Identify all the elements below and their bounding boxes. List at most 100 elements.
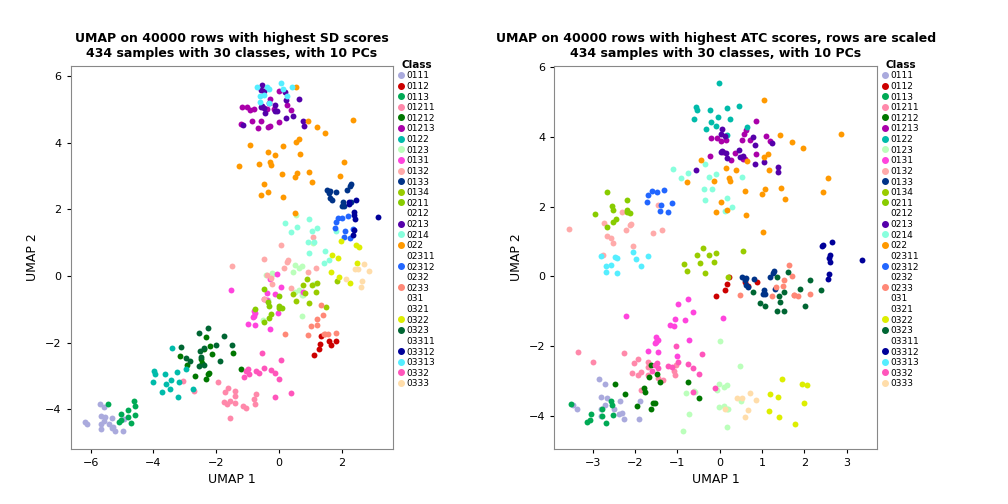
Point <box>259 296 275 304</box>
Point <box>769 393 785 401</box>
Legend: 0111, 0112, 0113, 01211, 01212, 01213, 0122, 0123, 0131, 0132, 0133, 0134, 0211,: 0111, 0112, 0113, 01211, 01212, 01213, 0… <box>396 58 436 390</box>
Point <box>719 104 735 112</box>
Point <box>93 412 109 420</box>
Point <box>697 269 713 277</box>
Point <box>716 402 732 410</box>
Point <box>101 401 117 409</box>
Title: UMAP on 40000 rows with highest SD scores
434 samples with 30 classes, with 10 P: UMAP on 40000 rows with highest SD score… <box>75 32 389 60</box>
Point <box>626 359 642 367</box>
Point <box>250 124 266 132</box>
Point <box>777 195 793 203</box>
Point <box>288 83 304 91</box>
Point <box>762 137 778 145</box>
Point <box>303 227 320 235</box>
Point <box>116 415 132 423</box>
Point <box>280 257 296 265</box>
Point <box>631 415 647 423</box>
Point <box>747 141 763 149</box>
Point <box>749 278 765 286</box>
Point <box>240 365 256 373</box>
Point <box>123 418 139 426</box>
Point <box>758 132 774 140</box>
Point <box>735 152 751 160</box>
Point <box>696 244 712 253</box>
Point <box>271 302 287 310</box>
Point <box>342 182 358 191</box>
Point <box>224 286 240 294</box>
Point <box>650 374 666 382</box>
Point <box>691 369 708 377</box>
Point <box>337 232 353 240</box>
Point <box>718 164 734 172</box>
Point <box>328 337 344 345</box>
Point <box>648 338 664 346</box>
Point <box>783 138 799 146</box>
Point <box>720 381 736 389</box>
Point <box>321 189 337 197</box>
Point <box>145 378 161 386</box>
Point <box>265 270 281 278</box>
Point <box>740 282 756 290</box>
Point <box>287 261 303 269</box>
Point <box>701 173 717 181</box>
Point <box>732 291 748 299</box>
Point <box>593 412 609 420</box>
Point <box>256 256 272 264</box>
Point <box>710 113 726 121</box>
Point <box>688 106 705 114</box>
Point <box>257 109 273 117</box>
Point <box>633 386 649 394</box>
Point <box>757 302 773 310</box>
Point <box>260 123 276 131</box>
Point <box>251 160 267 168</box>
Point <box>271 375 287 383</box>
Point <box>216 332 232 340</box>
Point <box>802 276 818 284</box>
Point <box>823 258 839 266</box>
Point <box>628 255 644 263</box>
Point <box>200 370 216 378</box>
Point <box>267 290 283 298</box>
Point <box>291 150 307 158</box>
Point <box>679 295 696 303</box>
Point <box>619 207 635 215</box>
Point <box>169 368 185 376</box>
Point <box>667 342 683 350</box>
Point <box>694 350 710 358</box>
Point <box>771 413 787 421</box>
X-axis label: UMAP 1: UMAP 1 <box>691 473 740 486</box>
Point <box>614 208 630 216</box>
Point <box>261 313 277 322</box>
Point <box>591 375 607 384</box>
Point <box>316 259 332 267</box>
Point <box>278 92 294 100</box>
Point <box>764 139 780 147</box>
Point <box>169 393 185 401</box>
Point <box>616 415 632 423</box>
Point <box>353 283 369 291</box>
Point <box>748 117 764 125</box>
Point <box>346 226 362 234</box>
Point <box>740 283 756 291</box>
Point <box>276 264 292 272</box>
Point <box>175 377 192 386</box>
Point <box>737 413 753 421</box>
Point <box>640 192 656 200</box>
Point <box>761 166 777 174</box>
Point <box>764 292 780 300</box>
Point <box>216 398 232 406</box>
Point <box>284 268 300 276</box>
Point <box>303 281 320 289</box>
Point <box>630 371 646 379</box>
Point <box>650 348 666 356</box>
Point <box>619 208 635 216</box>
Point <box>320 330 336 338</box>
Point <box>297 289 313 297</box>
Point <box>679 377 696 386</box>
Point <box>246 307 262 315</box>
Point <box>781 261 797 269</box>
Point <box>755 285 771 293</box>
Point <box>738 126 754 134</box>
Point <box>120 413 136 421</box>
Point <box>252 98 268 106</box>
